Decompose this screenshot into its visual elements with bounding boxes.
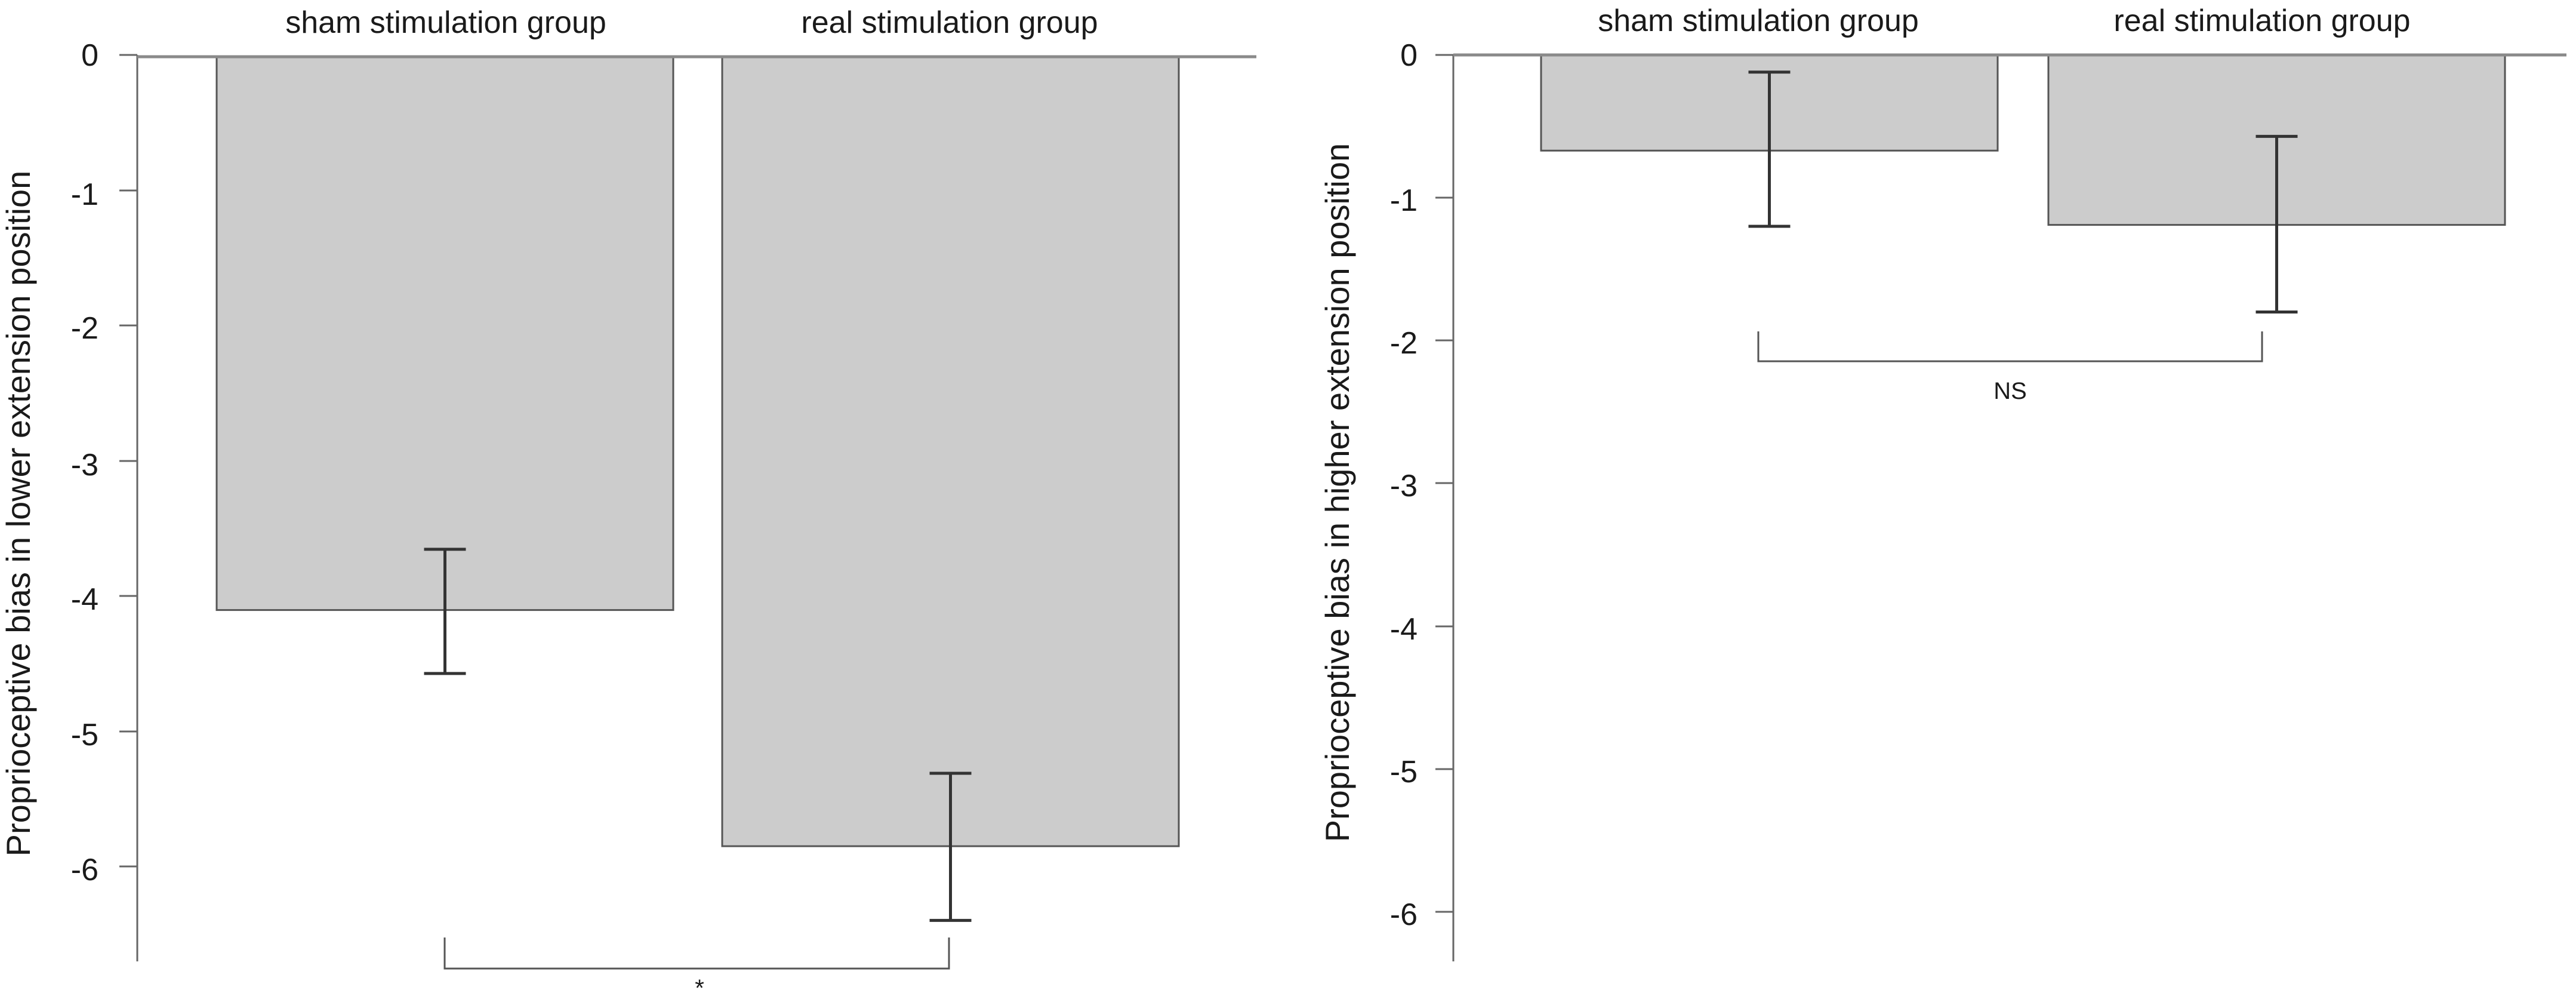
bar <box>721 56 1180 847</box>
tick-label: -5 <box>1390 755 1418 789</box>
significance-label: * <box>695 975 704 996</box>
tick-label: 0 <box>81 38 98 73</box>
bars <box>1540 54 2506 226</box>
significance-bracket <box>1757 331 2263 362</box>
error-bars <box>1748 70 2298 313</box>
significance-label: NS <box>1993 378 2027 404</box>
tick-label: -1 <box>1390 183 1418 218</box>
chart-panel-higher: Proprioceptive bias in higher extension … <box>1318 4 2566 961</box>
tick-label: -3 <box>1390 469 1418 503</box>
tick-label: -5 <box>71 718 98 752</box>
y-tick-marks <box>119 54 137 868</box>
tick-label: -6 <box>1390 897 1418 932</box>
significance-bracket <box>443 937 950 970</box>
tick-label: -2 <box>71 311 98 346</box>
tick-label: -4 <box>71 582 98 617</box>
y-tick-marks <box>1435 54 1453 913</box>
category-label-real: real stimulation group <box>801 5 1098 40</box>
tick-label: -3 <box>71 448 98 482</box>
error-bars <box>424 548 972 922</box>
category-label-sham: sham stimulation group <box>285 5 606 40</box>
y-axis-title: Proprioceptive bias in higher extension … <box>1318 143 1356 842</box>
y-tick-labels: 0 -1 -2 -3 -4 -5 -6 <box>71 38 98 887</box>
tick-label: 0 <box>1400 38 1418 73</box>
category-label-real: real stimulation group <box>2113 4 2410 38</box>
category-label-sham: sham stimulation group <box>1598 4 1919 38</box>
tick-label: -6 <box>71 853 98 887</box>
tick-label: -1 <box>71 177 98 212</box>
tick-label: -4 <box>1390 612 1418 647</box>
y-tick-labels: 0 -1 -2 -3 -4 -5 -6 <box>1390 38 1418 932</box>
tick-label: -2 <box>1390 326 1418 361</box>
y-axis-title: Proprioceptive bias in lower extension p… <box>0 171 37 857</box>
chart-panel-lower: Proprioceptive bias in lower extension p… <box>0 5 1256 999</box>
bars <box>215 56 1180 847</box>
bar <box>215 56 674 611</box>
